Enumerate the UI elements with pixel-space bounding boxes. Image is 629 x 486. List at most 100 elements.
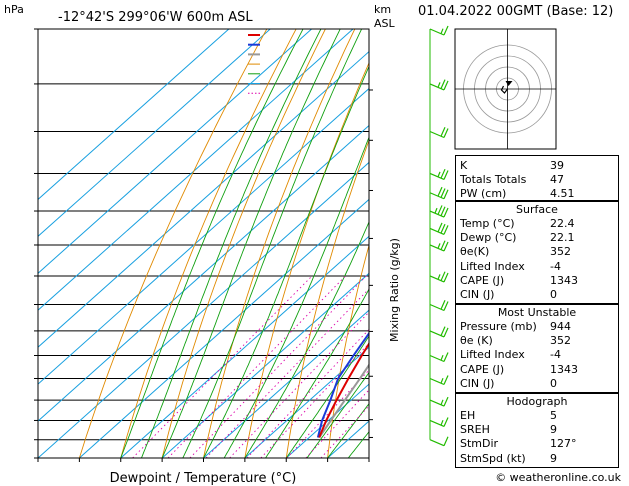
row-label: Lifted Index <box>460 348 525 362</box>
wind-barb-flag <box>443 25 449 36</box>
panel-row: CAPE (J) 1343 <box>456 363 618 377</box>
copyright-footer: © weatheronline.co.uk <box>495 471 621 484</box>
row-value: 4.51 <box>550 187 575 201</box>
row-label: PW (cm) <box>460 187 507 201</box>
dry-adiabat-line <box>285 139 369 458</box>
wind-barb <box>429 326 449 338</box>
isotherm-line <box>244 346 369 458</box>
indices-panel: K 39 Totals Totals 47 PW (cm) 4.51 <box>455 155 619 201</box>
wet-adiabat-line <box>265 288 369 458</box>
dry-adiabat-line <box>120 29 297 458</box>
wind-barb-half-flag <box>437 82 441 88</box>
wind-barb-staff <box>429 330 445 338</box>
wind-barb-flag <box>443 396 449 407</box>
row-label: θe (K) <box>460 334 493 348</box>
panel-row: StmSpd (kt) 9 <box>456 452 618 466</box>
asl-label: ASL <box>374 17 396 30</box>
row-value: -4 <box>550 348 561 362</box>
wind-barb <box>429 205 449 218</box>
isotherm-line <box>38 29 354 311</box>
wet-adiabat-line <box>182 29 363 458</box>
wind-barb-flag <box>440 188 446 198</box>
panel-row: K 39 <box>456 159 618 173</box>
most-unstable-panel: Most Unstable Pressure (mb) 944 θe (K) 352 Li… <box>455 304 619 393</box>
panel-row: Lifted Index -4 <box>456 260 618 274</box>
row-value: 352 <box>550 334 571 348</box>
wind-barb <box>429 222 449 235</box>
wind-barb-flag <box>440 271 446 281</box>
wind-barb <box>429 25 449 36</box>
dry-adiabat-line <box>244 61 369 458</box>
wind-barb-staff <box>429 377 445 386</box>
row-label: Lifted Index <box>460 259 525 273</box>
panel-row: PW (cm) 4.51 <box>456 187 618 201</box>
wind-barb-staff <box>429 172 445 181</box>
row-label: θe(K) <box>460 245 490 259</box>
mixing-ratio-line <box>132 275 313 458</box>
wind-barb-staff <box>429 130 445 139</box>
isotherm-line <box>38 50 369 348</box>
panel-title: Hodograph <box>506 395 568 408</box>
wind-barb-staff <box>429 303 445 312</box>
wind-barb <box>429 375 449 386</box>
wind-barbs <box>429 25 449 447</box>
row-value: 9 <box>550 451 557 465</box>
wind-barb-flag <box>440 79 446 89</box>
wind-barb-flag <box>440 326 446 336</box>
isotherm-line <box>161 272 369 458</box>
wind-barb-flag <box>437 222 443 233</box>
x-axis-label: Dewpoint / Temperature (°C) <box>110 471 297 486</box>
row-label: CAPE (J) <box>460 362 505 376</box>
wind-barb-flag <box>440 126 446 137</box>
panel-row: SREH 9 <box>456 423 618 437</box>
wind-barb-staff <box>429 419 445 428</box>
wind-barb <box>429 271 449 283</box>
wet-adiabat-line <box>285 335 369 458</box>
wind-barb-half-flag <box>437 171 441 178</box>
panel-row: Temp (°C) 22.4 <box>456 217 618 231</box>
isotherm-line <box>79 198 369 458</box>
panel-title: Surface <box>516 203 558 216</box>
dewpoint-line <box>316 331 369 438</box>
row-label: Temp (°C) <box>460 217 515 230</box>
wind-barb <box>429 436 449 447</box>
wind-barb-half-flag <box>440 399 444 406</box>
panel-title: Most Unstable <box>497 306 577 319</box>
wet-adiabat-line <box>161 29 341 458</box>
hodograph <box>454 28 557 150</box>
isotherm-line <box>38 87 369 385</box>
wind-barb-half-flag <box>437 243 441 249</box>
wind-barb-staff <box>429 354 445 363</box>
wet-adiabat-line <box>244 220 369 458</box>
wind-barb-flag <box>443 207 449 218</box>
wind-barb-flag <box>443 327 449 338</box>
hodograph-table-panel: Hodograph EH 5 SREH 9 StmDir 127° StmSpd (kt) 9 <box>455 393 619 468</box>
wet-adiabat-line <box>223 136 369 458</box>
wind-barb <box>429 79 449 91</box>
wind-barb-staff <box>429 399 445 407</box>
dry-adiabat-line <box>203 29 356 458</box>
wind-barb-half-flag <box>440 354 444 361</box>
isotherm-line <box>38 29 230 201</box>
mixing-ratio-axis-label: Mixing Ratio (g/kg) <box>388 238 401 342</box>
row-label: Dewp (°C) <box>460 231 517 245</box>
wind-barb <box>429 299 449 312</box>
isotherm-line <box>285 383 369 458</box>
wind-barb-staff <box>429 192 445 200</box>
panel-row: EH 5 <box>456 409 618 423</box>
row-label: Totals Totals <box>460 173 527 187</box>
wind-barb-flag <box>443 241 449 252</box>
legend <box>248 34 260 94</box>
wind-barb-half-flag <box>440 377 444 384</box>
row-label: CIN (J) <box>460 288 495 302</box>
row-label: K <box>460 159 468 172</box>
panel-row: StmDir 127° <box>456 437 618 451</box>
location-title: -12°42'S 299°06'W 600m ASL <box>58 10 253 25</box>
isotherm-line <box>38 124 369 422</box>
wind-barb-flag <box>443 436 449 446</box>
panel-row: CAPE (J) 1343 <box>456 274 618 288</box>
wind-barb-staff <box>429 210 445 218</box>
row-value: 944 <box>550 320 571 333</box>
isotherm-line <box>120 235 369 458</box>
